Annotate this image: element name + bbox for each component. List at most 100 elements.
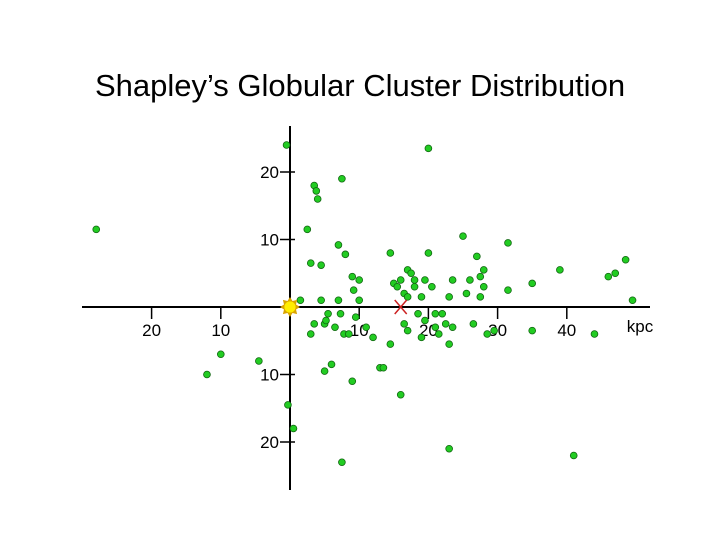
cluster-point — [355, 276, 364, 284]
cluster-point — [421, 276, 429, 284]
cluster-point — [441, 320, 450, 328]
y-tick-label: 10 — [260, 231, 279, 250]
cluster-point — [92, 225, 101, 234]
cluster-point — [203, 370, 211, 379]
cluster-point — [528, 326, 536, 335]
cluster-point — [334, 296, 343, 305]
markers — [280, 297, 408, 317]
cluster-point — [424, 144, 433, 153]
cluster-point — [410, 282, 419, 291]
cluster-point — [445, 340, 453, 348]
cluster-point — [473, 252, 481, 261]
cluster-point — [438, 309, 447, 318]
x-unit-label: kpc — [627, 317, 654, 336]
cluster-point — [349, 286, 358, 294]
cluster-point — [313, 195, 322, 203]
cluster-point — [462, 289, 471, 298]
cluster-point — [479, 266, 488, 274]
cluster-point — [479, 282, 488, 291]
x-tick-label: 10 — [211, 321, 230, 340]
cluster-point — [448, 276, 457, 284]
cluster-point — [414, 309, 422, 318]
galactic-center-marker — [394, 299, 408, 315]
cluster-point — [312, 187, 321, 195]
cluster-point — [466, 276, 474, 284]
cluster-point — [611, 269, 620, 278]
y-tick-label: 20 — [260, 163, 279, 182]
cluster-point — [628, 296, 637, 305]
cluster-point — [556, 266, 564, 274]
cluster-point — [331, 323, 339, 332]
chart-title: Shapley’s Globular Cluster Distribution — [94, 68, 626, 103]
cluster-point — [469, 320, 478, 328]
cluster-point — [621, 255, 630, 264]
cluster-point — [369, 333, 377, 342]
x-tick-label: 40 — [557, 321, 576, 340]
cluster-point — [317, 261, 325, 269]
cluster-point — [296, 296, 305, 305]
cluster-point — [403, 326, 412, 335]
cluster-point — [448, 323, 457, 332]
cluster-point — [310, 320, 319, 328]
cluster-point — [255, 357, 263, 365]
cluster-point — [386, 340, 395, 348]
cluster-point — [431, 309, 440, 318]
cluster-point — [604, 272, 613, 281]
cluster-point — [490, 326, 498, 335]
cluster-point — [351, 313, 360, 321]
cluster-point — [428, 282, 436, 291]
cluster-point — [434, 330, 443, 338]
cluster-point — [348, 272, 357, 281]
cluster-point — [396, 276, 405, 284]
y-tick-label: 20 — [260, 433, 279, 452]
cluster-point — [421, 316, 429, 325]
cluster-point — [320, 367, 329, 375]
cluster-point — [317, 296, 325, 305]
cluster-point — [504, 286, 512, 294]
cluster-point — [403, 293, 412, 301]
cluster-point — [424, 249, 433, 257]
cluster-point — [284, 401, 292, 409]
cluster-point — [324, 309, 332, 318]
cluster-point — [459, 232, 467, 240]
cluster-point — [338, 458, 346, 467]
y-tick-label: 10 — [260, 366, 279, 385]
cluster-point — [282, 141, 291, 149]
cluster-point — [362, 323, 370, 332]
cluster-point — [400, 320, 408, 328]
cluster-point — [306, 259, 315, 267]
cluster-point — [217, 350, 225, 359]
cluster-point — [379, 363, 388, 372]
cluster-point — [322, 316, 330, 325]
cluster-point — [303, 225, 312, 234]
cluster-point — [407, 269, 415, 278]
cluster-point — [341, 250, 350, 259]
cluster-point — [338, 174, 346, 183]
cluster-point — [355, 296, 364, 305]
cluster-point — [483, 330, 492, 338]
cluster-point — [417, 333, 426, 342]
x-tick-label: 20 — [142, 321, 161, 340]
sun-icon — [280, 297, 300, 317]
cluster-point — [476, 293, 485, 301]
cluster-point — [445, 444, 453, 453]
data-points — [92, 141, 637, 467]
cluster-point — [396, 390, 405, 399]
cluster-point — [393, 282, 402, 291]
cluster-point — [289, 424, 298, 433]
center-x-stroke — [394, 299, 408, 315]
cluster-point — [431, 323, 440, 332]
cluster-point — [504, 239, 512, 247]
cluster-point — [336, 309, 345, 318]
cluster-point — [445, 293, 453, 301]
cluster-point — [476, 272, 485, 281]
sun-disc — [283, 300, 297, 314]
cluster-point — [386, 249, 395, 257]
cluster-point — [327, 360, 336, 369]
cluster-point — [528, 279, 536, 288]
cluster-point — [417, 293, 426, 301]
cluster-point — [345, 330, 353, 338]
cluster-point — [590, 330, 599, 338]
cluster-point — [569, 451, 578, 460]
